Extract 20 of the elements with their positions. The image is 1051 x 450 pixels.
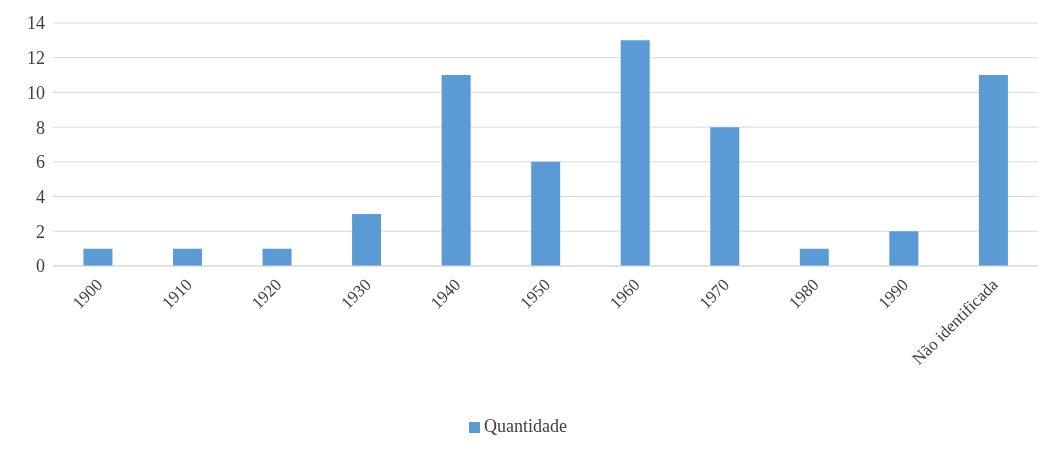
y-tick-label: 6: [36, 152, 45, 173]
bar: [978, 75, 1008, 266]
bar: [262, 248, 292, 266]
y-tick-label: 8: [36, 117, 45, 138]
bar: [799, 248, 829, 266]
y-tick-label: 2: [36, 221, 45, 242]
y-tick-label: 12: [27, 48, 45, 69]
bar: [83, 248, 113, 266]
y-tick-label: 10: [27, 82, 45, 103]
legend-label: Quantidade: [484, 416, 567, 436]
bar: [172, 248, 202, 266]
y-tick-label: 14: [27, 13, 45, 34]
y-tick-label: 0: [36, 256, 45, 277]
bar: [441, 75, 471, 266]
bar: [889, 231, 919, 266]
bar: [710, 127, 740, 266]
y-tick-label: 4: [36, 186, 45, 207]
bar: [531, 161, 561, 266]
bar: [352, 213, 382, 266]
bar: [620, 40, 650, 266]
